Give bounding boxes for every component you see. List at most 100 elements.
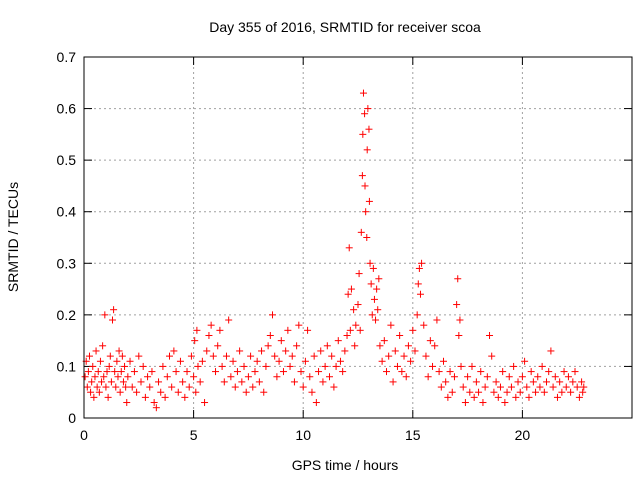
data-point	[368, 311, 376, 319]
data-point	[191, 337, 199, 345]
data-point	[356, 326, 364, 334]
data-point	[194, 362, 202, 370]
data-point	[94, 368, 102, 376]
data-point	[396, 331, 404, 339]
data-point	[415, 264, 423, 272]
data-point	[247, 352, 255, 360]
data-point	[507, 383, 515, 391]
data-point	[375, 275, 383, 283]
data-point	[135, 352, 143, 360]
data-point	[93, 383, 101, 391]
data-point	[282, 347, 290, 355]
data-point	[123, 399, 131, 407]
data-point	[117, 368, 125, 376]
data-point	[490, 388, 498, 396]
data-point	[364, 105, 372, 113]
data-point	[105, 362, 113, 370]
data-point	[505, 373, 513, 381]
data-point	[578, 378, 586, 386]
data-point	[414, 280, 422, 288]
data-point	[560, 368, 568, 376]
data-point	[229, 357, 237, 365]
data-point	[90, 393, 98, 401]
data-point	[475, 388, 483, 396]
data-point	[514, 378, 522, 386]
data-point	[172, 368, 180, 376]
data-point	[435, 368, 443, 376]
data-point	[122, 383, 130, 391]
data-point	[527, 368, 535, 376]
data-point	[168, 383, 176, 391]
data-point	[569, 378, 577, 386]
data-point	[521, 357, 529, 365]
data-point	[456, 316, 464, 324]
data-point	[277, 337, 285, 345]
data-point	[501, 399, 509, 407]
data-point	[89, 362, 97, 370]
data-point	[225, 316, 233, 324]
data-point	[380, 337, 388, 345]
data-point	[81, 373, 89, 381]
data-point	[118, 352, 126, 360]
data-point	[242, 388, 250, 396]
data-point	[344, 290, 352, 298]
data-point	[212, 368, 220, 376]
data-point	[437, 383, 445, 391]
data-point	[562, 383, 570, 391]
data-point	[119, 378, 127, 386]
data-point	[88, 378, 96, 386]
data-point	[357, 228, 365, 236]
data-point	[148, 368, 156, 376]
data-point	[523, 383, 531, 391]
y-tick-label: 0.7	[57, 49, 77, 65]
data-point	[343, 331, 351, 339]
data-point	[496, 383, 504, 391]
data-point	[334, 337, 342, 345]
data-point	[253, 357, 261, 365]
data-point	[553, 393, 561, 401]
chart-title: Day 355 of 2016, SRMTID for receiver sco…	[209, 19, 481, 35]
data-point	[115, 347, 123, 355]
data-point	[323, 342, 331, 350]
data-point	[85, 352, 93, 360]
data-point	[95, 388, 103, 396]
data-point	[83, 383, 91, 391]
data-point	[227, 373, 235, 381]
data-point	[139, 362, 147, 370]
data-point	[133, 388, 141, 396]
data-point	[418, 259, 426, 267]
y-tick-label: 0.5	[57, 152, 77, 168]
data-point	[354, 301, 362, 309]
data-point	[359, 130, 367, 138]
data-point	[304, 326, 312, 334]
data-point	[104, 393, 112, 401]
data-point	[556, 378, 564, 386]
data-point	[378, 357, 386, 365]
data-point	[332, 362, 340, 370]
data-point	[374, 306, 382, 314]
data-point	[564, 373, 572, 381]
data-point	[549, 383, 557, 391]
data-point	[391, 347, 399, 355]
data-point	[413, 311, 421, 319]
data-point	[328, 352, 336, 360]
data-point	[454, 275, 462, 283]
data-point	[176, 357, 184, 365]
data-point	[351, 342, 359, 350]
data-point	[99, 342, 107, 350]
data-point	[534, 373, 542, 381]
data-point	[288, 352, 296, 360]
data-point	[579, 388, 587, 396]
data-point	[130, 368, 138, 376]
plot-frame	[83, 56, 633, 419]
data-point	[365, 125, 373, 133]
data-point	[464, 373, 472, 381]
data-point	[128, 383, 136, 391]
data-point	[165, 352, 173, 360]
data-point	[216, 326, 224, 334]
data-point	[468, 362, 476, 370]
y-tick-label: 0.2	[57, 307, 77, 323]
data-point	[190, 373, 198, 381]
data-point	[477, 368, 485, 376]
data-point	[102, 383, 110, 391]
